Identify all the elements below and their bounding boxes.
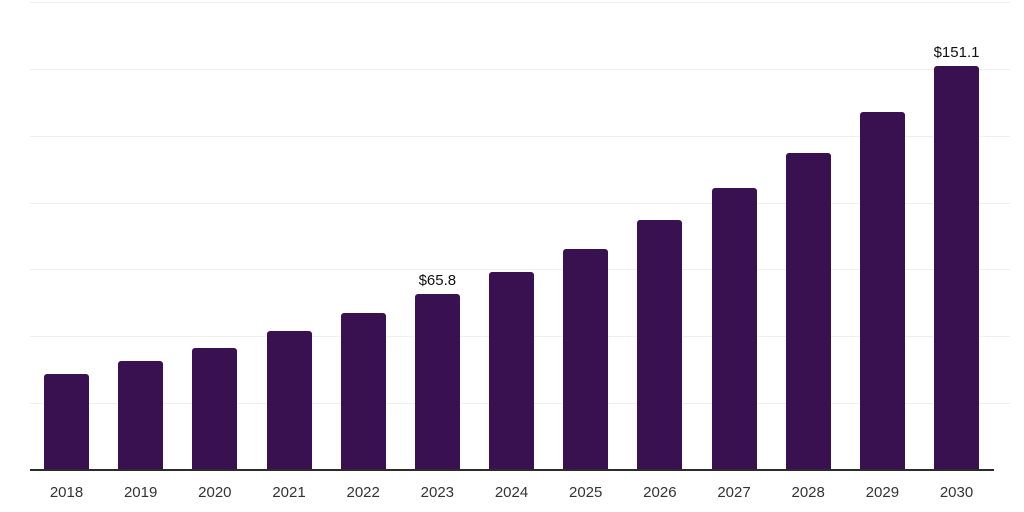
bar-2018 (44, 374, 89, 470)
x-tick-2023: 2023 (420, 484, 455, 501)
bar-2024 (489, 272, 535, 470)
x-tick-2018: 2018 (49, 484, 84, 501)
x-axis-line (30, 469, 994, 471)
bar-2026 (637, 220, 683, 470)
bar-2029 (859, 111, 905, 470)
x-tick-2028: 2028 (791, 484, 825, 501)
gridline-175 (30, 2, 1010, 3)
x-tick-2024: 2024 (494, 484, 529, 501)
bar-2019 (118, 361, 164, 470)
bar-2030 (934, 65, 980, 470)
x-tick-2020: 2020 (198, 484, 232, 501)
gridline-125 (30, 135, 1010, 137)
value-label-2030: $151.1 (933, 43, 980, 61)
plot-area: $65.8 $151.1 (30, 2, 1010, 470)
x-tick-2029: 2029 (865, 484, 900, 501)
x-tick-2030: 2030 (939, 484, 974, 501)
bar-2020 (192, 348, 238, 470)
bar-2021 (266, 331, 312, 470)
x-tick-2026: 2026 (643, 484, 677, 501)
x-tick-2027: 2027 (717, 484, 751, 501)
gridline-150 (30, 68, 1010, 70)
bar-2022 (340, 313, 386, 470)
bar-2027 (711, 187, 757, 470)
x-tick-2021: 2021 (272, 484, 306, 501)
bar-2028 (785, 152, 831, 470)
gridline-100 (30, 202, 1010, 204)
bar-2025 (563, 248, 609, 470)
x-tick-2022: 2022 (346, 484, 380, 501)
value-label-2023: $65.8 (418, 272, 457, 290)
x-tick-2025: 2025 (569, 484, 603, 501)
gridline-75 (30, 269, 1010, 271)
bar-2023 (414, 294, 460, 470)
x-tick-2019: 2019 (123, 484, 158, 501)
